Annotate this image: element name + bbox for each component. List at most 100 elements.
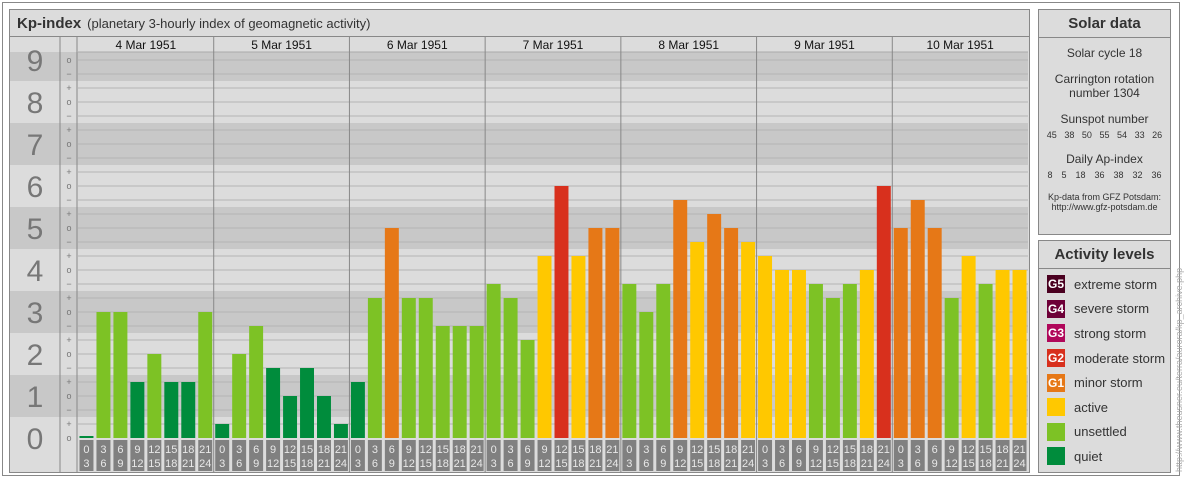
interval-cell	[673, 440, 688, 471]
legend-item: G4 severe storm	[1039, 297, 1170, 322]
sunspot-value: 45	[1046, 130, 1057, 140]
interval-label: 18	[437, 458, 449, 470]
kp-chart-panel: 0 1 2 3 4 5 6 7 8 9 o + − o + − o + − o + − o + − o + − o + − o + − o + − o 4 …	[9, 9, 1030, 473]
interval-label: 6	[643, 458, 649, 470]
sub-tick-label: o	[66, 433, 71, 443]
day-label: 10 Mar 1951	[926, 38, 994, 52]
kp-bar	[350, 382, 365, 438]
interval-label: 6	[389, 444, 395, 456]
kp-bar	[367, 298, 382, 438]
interval-label: 21	[606, 444, 618, 456]
interval-label: 21	[861, 458, 873, 470]
interval-label: 15	[963, 458, 975, 470]
interval-label: 15	[555, 458, 567, 470]
legend-item: quiet	[1039, 444, 1170, 469]
interval-cell	[724, 440, 739, 471]
interval-label: 15	[572, 444, 584, 456]
carrington-line2: number 1304	[1069, 86, 1140, 100]
interval-cell	[1012, 440, 1027, 471]
interval-label: 18	[861, 444, 873, 456]
interval-label: 6	[660, 444, 666, 456]
interval-cell	[842, 440, 857, 471]
interval-label: 9	[524, 458, 530, 470]
band-0	[10, 417, 1028, 438]
kp-bar	[435, 326, 450, 438]
kp-bar	[486, 284, 501, 438]
interval-cell	[249, 440, 264, 471]
ap-value: 36	[1094, 170, 1105, 180]
sub-tick-label: −	[66, 363, 71, 373]
interval-label: 15	[827, 458, 839, 470]
interval-cell	[859, 440, 874, 471]
kp-bar	[283, 396, 298, 438]
sunspot-value: 26	[1152, 130, 1163, 140]
interval-label: 15	[420, 458, 432, 470]
legend-item: G3 strong storm	[1039, 321, 1170, 346]
kp-bar	[639, 312, 654, 438]
interval-label: 24	[1013, 458, 1025, 470]
kp-bar	[961, 256, 976, 438]
interval-cell	[707, 440, 722, 471]
solar-data-box: Solar data Solar cycle 18 Carrington rot…	[1038, 9, 1171, 235]
interval-cell	[961, 440, 976, 471]
interval-label: 24	[335, 458, 347, 470]
sub-tick-label: −	[66, 195, 71, 205]
interval-cell	[317, 440, 331, 471]
kp-bar-chart: 0123456789o+−o+−o+−o+−o+−o+−o+−o+−o+−o4 …	[10, 37, 1028, 472]
kp-bar	[775, 270, 789, 438]
interval-cell	[554, 440, 569, 471]
interval-label: 24	[742, 458, 754, 470]
kp-bar	[232, 354, 247, 438]
day-label: 8 Mar 1951	[658, 38, 719, 52]
interval-cell	[910, 440, 925, 471]
kp-bar	[198, 312, 213, 438]
source-link[interactable]: http://www.gfz-potsdam.de	[1051, 202, 1158, 212]
interval-label: 21	[199, 444, 211, 456]
activity-legend: Activity levels G5 extreme storm G4 severe …	[1038, 240, 1171, 473]
interval-cell	[435, 440, 450, 471]
watermark: http://www.theusner.eu/terra/aurora/kp_a…	[1174, 267, 1184, 472]
interval-cell	[452, 440, 467, 471]
interval-label: 24	[878, 458, 890, 470]
interval-label: 21	[182, 458, 194, 470]
y-tick-label: 9	[27, 45, 44, 78]
interval-label: 9	[541, 444, 547, 456]
kp-bar	[113, 312, 128, 438]
kp-bar	[656, 284, 671, 438]
kp-bar	[741, 242, 756, 438]
legend-item: G5 extreme storm	[1039, 272, 1170, 297]
legend-swatch	[1047, 422, 1065, 441]
legend-heading: Activity levels	[1039, 241, 1170, 269]
y-tick-label: 5	[27, 213, 44, 246]
interval-cell	[792, 440, 806, 471]
interval-label: 21	[996, 458, 1008, 470]
interval-label: 9	[270, 444, 276, 456]
interval-label: 0	[355, 444, 361, 456]
interval-label: 15	[301, 444, 313, 456]
kp-bar	[690, 242, 705, 438]
interval-label: 12	[148, 444, 160, 456]
interval-cell	[350, 440, 365, 471]
sub-tick-label: +	[66, 377, 71, 387]
interval-label: 12	[691, 444, 703, 456]
legend-label: extreme storm	[1074, 276, 1158, 292]
sunspot-value: 50	[1081, 130, 1092, 140]
interval-label: 0	[898, 444, 904, 456]
interval-label: 3	[915, 444, 921, 456]
ap-value: 38	[1113, 170, 1124, 180]
interval-label: 15	[708, 444, 720, 456]
interval-label: 6	[915, 458, 921, 470]
interval-label: 18	[844, 458, 856, 470]
interval-label: 18	[996, 444, 1008, 456]
interval-label: 0	[491, 444, 497, 456]
interval-label: 9	[117, 458, 123, 470]
interval-cell	[113, 440, 128, 471]
day-label: 5 Mar 1951	[251, 38, 312, 52]
kp-bar	[758, 256, 773, 438]
kp-bar	[588, 228, 603, 438]
interval-cell	[808, 440, 823, 471]
legend-item: G1 minor storm	[1039, 370, 1170, 395]
kp-bar	[1012, 270, 1027, 438]
interval-cell	[266, 440, 281, 471]
interval-label: 21	[318, 458, 330, 470]
